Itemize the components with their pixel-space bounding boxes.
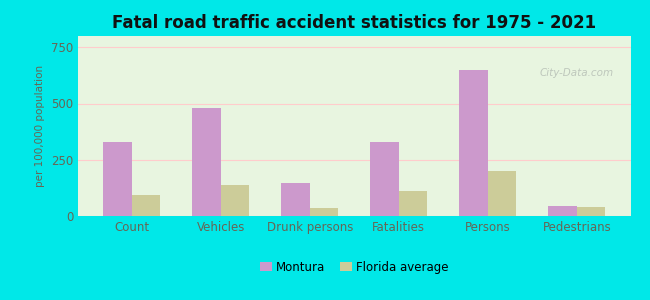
Bar xyxy=(488,171,516,216)
Bar xyxy=(460,70,488,216)
Bar xyxy=(281,183,309,216)
Legend: Montura, Florida average: Montura, Florida average xyxy=(255,256,454,278)
Bar xyxy=(399,191,427,216)
Bar xyxy=(309,208,338,216)
Bar xyxy=(103,142,131,216)
Bar xyxy=(192,108,220,216)
Bar xyxy=(370,142,399,216)
Bar xyxy=(549,206,577,216)
Bar xyxy=(577,208,605,216)
Text: City-Data.com: City-Data.com xyxy=(540,68,614,78)
Bar xyxy=(131,195,160,216)
Title: Fatal road traffic accident statistics for 1975 - 2021: Fatal road traffic accident statistics f… xyxy=(112,14,596,32)
Bar xyxy=(220,184,249,216)
Y-axis label: per 100,000 population: per 100,000 population xyxy=(35,65,46,187)
